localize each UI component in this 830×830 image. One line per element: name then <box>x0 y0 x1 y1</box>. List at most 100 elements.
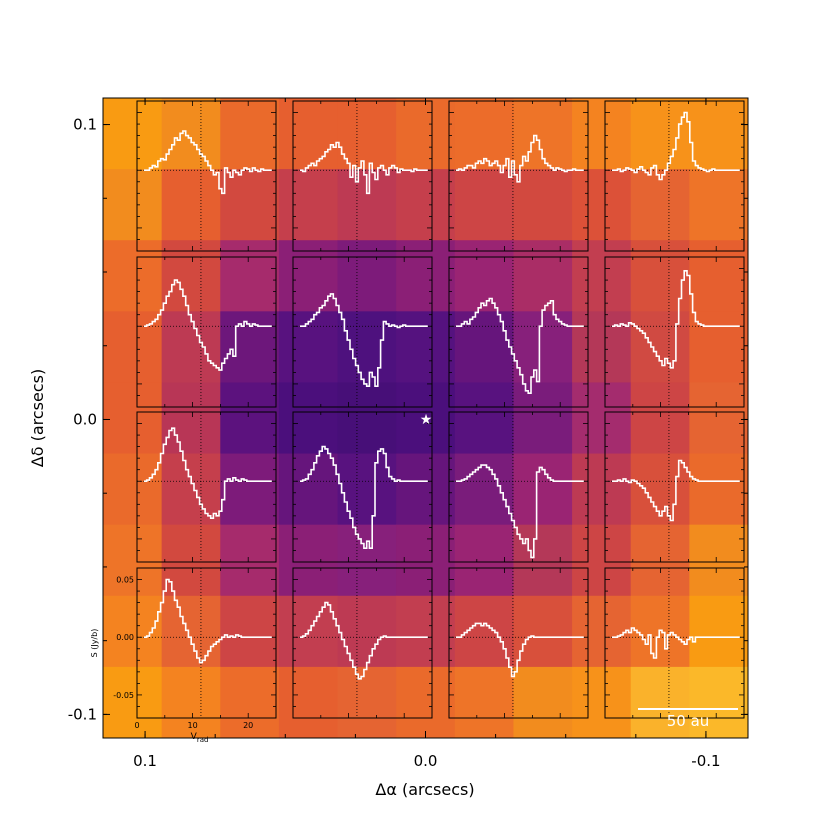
heatmap-cell <box>278 453 339 526</box>
heatmap-cell <box>161 595 221 668</box>
spectra-inset-grid: 0 10 20 0.05 0.00 -0.05 Vrad S (Jy/b) <box>90 100 745 744</box>
star-marker: ★ <box>420 412 433 428</box>
heatmap-cell <box>337 524 397 597</box>
heatmap-cell <box>513 169 573 241</box>
spectrum-inset-r2-c3 <box>604 411 745 563</box>
heatmap-cell <box>220 595 280 668</box>
inset-x-tick-label: 0 <box>134 721 139 730</box>
heatmap-cell <box>454 240 515 312</box>
inset-x-tick-label: 10 <box>188 721 198 730</box>
heatmap-cell <box>278 169 339 241</box>
heatmap-cell <box>572 453 632 526</box>
inset-frame <box>292 567 433 719</box>
heatmap-cell <box>161 311 221 384</box>
heatmap-cell <box>161 524 221 597</box>
spectrum-line <box>612 111 740 181</box>
heatmap-cell <box>278 382 339 455</box>
spectrum-line <box>612 270 740 369</box>
spectrum-inset-r1-c1 <box>292 256 433 408</box>
heatmap-cell <box>513 382 573 455</box>
scale-bar-label: 50 au <box>667 712 710 730</box>
heatmap-cell <box>161 453 221 526</box>
heatmap-cell <box>513 524 573 597</box>
heatmap-cell <box>454 98 515 170</box>
heatmap-cell <box>572 98 632 170</box>
spectrum-line <box>143 578 272 664</box>
heatmap-cell <box>513 595 573 668</box>
x-tick-label: 0.1 <box>133 752 157 770</box>
heatmap-cell <box>103 240 163 312</box>
inset-frame <box>604 567 745 719</box>
heatmap-cell <box>161 169 221 241</box>
inset-frame <box>136 256 277 408</box>
heatmap-cell <box>337 240 397 312</box>
spectrum-line <box>455 622 584 678</box>
heatmap-cell <box>103 169 163 241</box>
spectrum-line <box>299 293 428 387</box>
heatmap-cell <box>103 98 163 170</box>
heatmap-cell <box>630 595 690 668</box>
spectrum-inset-r0-c2 <box>448 100 589 252</box>
inset-y-tick-label: -0.05 <box>113 691 134 700</box>
heatmap-cell <box>630 666 690 738</box>
heatmap-cell <box>278 666 339 738</box>
heatmap-cell <box>572 666 632 738</box>
heatmap-cell <box>337 311 397 384</box>
spectrum-line <box>455 464 584 559</box>
spectrum-line <box>299 141 428 195</box>
spectrum-line <box>143 427 272 519</box>
inset-y-tick-label: 0.00 <box>116 633 134 642</box>
heatmap-cell <box>689 524 748 597</box>
heatmap-cell <box>396 169 456 241</box>
heatmap-cell <box>689 666 748 738</box>
inset-frame <box>292 100 433 252</box>
heatmap-cell <box>161 98 221 170</box>
heatmap-cell <box>396 666 456 738</box>
inset-frame <box>604 100 745 252</box>
spectrum-line <box>143 130 272 195</box>
heatmap-cell <box>572 382 632 455</box>
heatmap-cell <box>396 311 456 384</box>
heatmap-cell <box>572 524 632 597</box>
inset-frame <box>448 256 589 408</box>
inset-frame <box>604 411 745 563</box>
x-tick-label: 0.0 <box>414 752 438 770</box>
heatmap-cell <box>103 453 163 526</box>
heatmap-cell <box>161 240 221 312</box>
heatmap-cell <box>572 595 632 668</box>
heatmap-cell <box>337 98 397 170</box>
heatmap-cell <box>513 240 573 312</box>
spectrum-inset-r3-c0: 0 10 20 0.05 0.00 -0.05 Vrad S (Jy/b) <box>90 567 277 744</box>
heatmap-cell <box>630 240 690 312</box>
spectrum-inset-r2-c0 <box>136 411 277 563</box>
heatmap-cell <box>572 311 632 384</box>
spectrum-line <box>143 279 272 371</box>
spectrum-inset-r0-c3 <box>604 100 745 252</box>
spectrum-line <box>455 297 584 394</box>
heatmap-cell <box>337 666 397 738</box>
heatmap-background <box>103 98 748 738</box>
heatmap-cell <box>161 382 221 455</box>
heatmap-cell <box>513 666 573 738</box>
inset-x-label: Vrad <box>191 732 209 744</box>
spectrum-inset-r0-c1 <box>292 100 433 252</box>
inset-frame <box>448 567 589 719</box>
inset-frame <box>604 256 745 408</box>
inset-frame <box>136 100 277 252</box>
inset-frame <box>448 411 589 563</box>
heatmap-cell <box>396 595 456 668</box>
x-axis-label: Δα (arcsecs) <box>375 780 474 799</box>
spectrum-line <box>299 445 428 549</box>
heatmap-cell <box>630 382 690 455</box>
heatmap-cell <box>689 98 748 170</box>
y-tick-label: -0.1 <box>68 705 97 723</box>
heatmap-cell <box>689 595 748 668</box>
heatmap-cell <box>220 382 280 455</box>
heatmap-cell <box>689 240 748 312</box>
spectrum-inset-r0-c0 <box>136 100 277 252</box>
heatmap-cell <box>396 240 456 312</box>
spectrum-inset-r3-c2 <box>448 567 589 719</box>
heatmap-cell <box>689 169 748 241</box>
spectrum-inset-r3-c3 <box>604 567 745 719</box>
heatmap-cell <box>630 169 690 241</box>
